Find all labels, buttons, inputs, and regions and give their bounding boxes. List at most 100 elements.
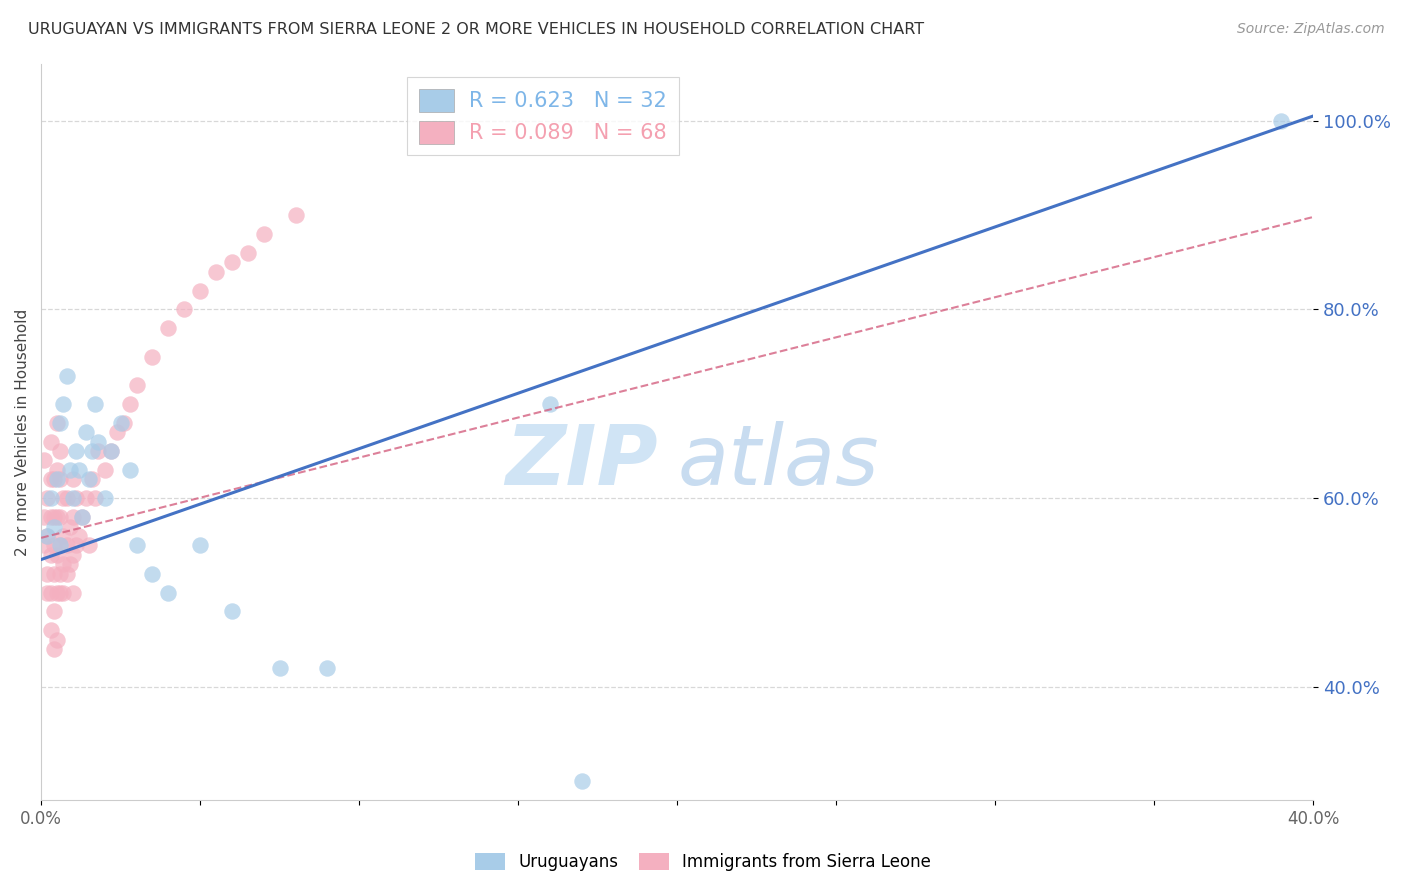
Point (49, 566, 72, 581)
Point (37, 566, 59, 581)
Point (49, 444, 72, 458)
Point (34, 538, 56, 552)
Point (80, 472, 103, 486)
Point (157, 321, 180, 335)
Point (46, 548, 69, 562)
Point (188, 538, 211, 552)
Point (571, 774, 593, 789)
Point (221, 255, 243, 269)
Point (42, 566, 65, 581)
Point (34, 453, 56, 467)
Point (52, 397, 75, 411)
Legend: R = 0.623   N = 32, R = 0.089   N = 68: R = 0.623 N = 32, R = 0.089 N = 68 (408, 78, 679, 155)
Point (236, 245, 259, 260)
Point (39, 472, 62, 486)
Point (87, 434, 110, 449)
Point (49, 538, 72, 552)
Point (52, 529, 75, 543)
Point (62, 472, 84, 486)
Point (42, 519, 65, 533)
Point (34, 510, 56, 524)
Point (67, 529, 90, 543)
Point (39, 491, 62, 506)
Point (42, 538, 65, 552)
Point (37, 491, 59, 506)
Point (316, 661, 339, 675)
Point (65, 444, 87, 458)
Point (46, 463, 69, 477)
Point (62, 491, 84, 506)
Point (141, 566, 163, 581)
Point (39, 510, 62, 524)
Point (72, 510, 94, 524)
Point (77, 538, 100, 552)
Text: Source: ZipAtlas.com: Source: ZipAtlas.com (1237, 22, 1385, 37)
Point (77, 472, 100, 486)
Point (65, 491, 87, 506)
Point (221, 604, 243, 618)
Point (125, 378, 148, 392)
Point (62, 585, 84, 599)
Point (188, 284, 211, 298)
Text: URUGUAYAN VS IMMIGRANTS FROM SIERRA LEONE 2 OR MORE VEHICLES IN HOUSEHOLD CORREL: URUGUAYAN VS IMMIGRANTS FROM SIERRA LEON… (28, 22, 924, 37)
Point (75, 425, 97, 439)
Point (39, 585, 62, 599)
Point (59, 519, 82, 533)
Point (52, 585, 75, 599)
Point (538, 397, 561, 411)
Point (49, 510, 72, 524)
Text: atlas: atlas (678, 421, 879, 502)
Text: ZIP: ZIP (506, 421, 658, 502)
Point (46, 472, 69, 486)
Point (46, 510, 69, 524)
Point (42, 642, 65, 657)
Point (107, 425, 129, 439)
Point (100, 444, 122, 458)
Point (39, 548, 62, 562)
Point (42, 510, 65, 524)
Point (110, 416, 132, 430)
Point (80, 444, 103, 458)
Point (42, 472, 65, 486)
Point (141, 350, 163, 364)
Point (205, 265, 228, 279)
Point (65, 538, 87, 552)
Legend: Uruguayans, Immigrants from Sierra Leone: Uruguayans, Immigrants from Sierra Leone (467, 845, 939, 880)
Point (1270, 113, 1292, 128)
Point (49, 538, 72, 552)
Point (125, 538, 148, 552)
Point (39, 434, 62, 449)
Point (37, 529, 59, 543)
Point (59, 558, 82, 572)
Point (42, 604, 65, 618)
Point (84, 491, 107, 506)
Point (100, 444, 122, 458)
Point (52, 558, 75, 572)
Point (75, 491, 97, 506)
Point (67, 463, 90, 477)
Point (284, 208, 307, 222)
Point (52, 491, 75, 506)
Point (72, 510, 94, 524)
Point (253, 227, 276, 241)
Point (49, 472, 72, 486)
Point (269, 661, 291, 675)
Point (46, 585, 69, 599)
Point (55, 566, 77, 581)
Point (120, 397, 142, 411)
Point (62, 548, 84, 562)
Point (157, 585, 180, 599)
Point (87, 444, 110, 458)
Point (46, 416, 69, 430)
Y-axis label: 2 or more Vehicles in Household: 2 or more Vehicles in Household (15, 309, 30, 556)
Point (46, 632, 69, 647)
Point (112, 416, 135, 430)
Point (93, 463, 115, 477)
Point (37, 585, 59, 599)
Point (37, 529, 59, 543)
Point (49, 416, 72, 430)
Point (49, 585, 72, 599)
Point (93, 491, 115, 506)
Point (84, 397, 107, 411)
Point (59, 463, 82, 477)
